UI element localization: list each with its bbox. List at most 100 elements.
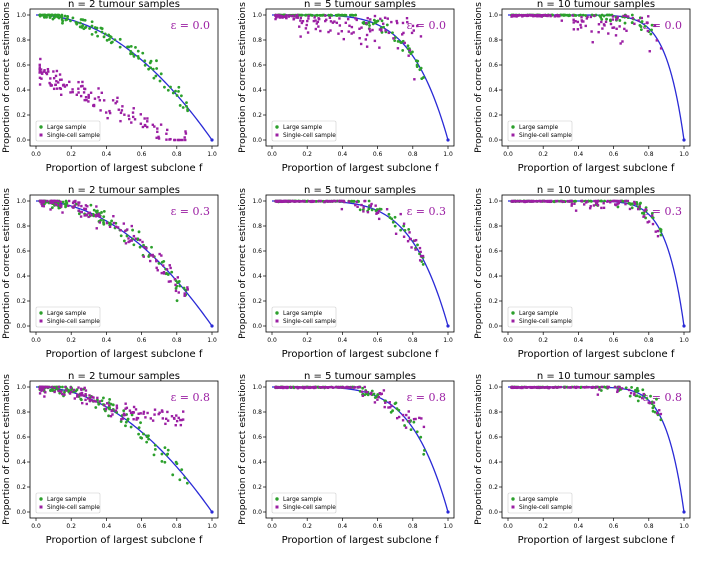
single-cell-point: [141, 240, 144, 244]
single-cell-point: [281, 200, 284, 203]
single-cell-point: [659, 412, 663, 416]
single-cell-point: [651, 214, 654, 217]
single-cell-point: [645, 21, 649, 24]
x-tick-label: 0.4: [338, 151, 348, 158]
single-cell-point: [78, 201, 81, 204]
single-cell-point: [316, 20, 320, 24]
single-cell-point: [334, 385, 338, 389]
single-cell-point: [159, 123, 163, 126]
single-cell-point: [646, 221, 649, 224]
large-sample-point: [108, 221, 112, 225]
single-cell-point: [96, 214, 100, 217]
large-sample-point: [110, 40, 114, 44]
single-cell-point: [105, 221, 109, 225]
single-cell-point: [92, 399, 95, 403]
large-sample-point: [137, 432, 140, 436]
single-cell-point: [548, 13, 552, 17]
panel-3-1: 0.0 0.2 0.4 0.6 0.8 1.0 0.0 0.2 0.4 0.6 0.8 1.0 n = …: [1, 371, 219, 546]
y-axis-label: Proportion of correct estimations: [1, 188, 12, 339]
large-sample-point: [391, 31, 394, 35]
single-cell-point: [378, 391, 381, 395]
legend-large-marker: [511, 311, 515, 315]
large-sample-point: [300, 13, 304, 17]
single-cell-point: [647, 401, 650, 404]
single-cell-point: [408, 231, 411, 234]
single-cell-point: [121, 105, 124, 108]
panel-title: n = 5 tumour samples: [304, 185, 416, 196]
single-cell-point: [297, 386, 300, 389]
y-tick-label: 0.6: [16, 248, 26, 255]
legend-single-marker: [511, 319, 515, 323]
single-cell-point: [120, 418, 123, 421]
large-sample-point: [118, 37, 122, 41]
large-sample-point: [630, 21, 634, 25]
single-cell-point: [100, 91, 103, 94]
large-sample-point: [102, 35, 106, 39]
single-cell-point: [53, 386, 56, 390]
single-cell-point: [122, 414, 125, 417]
x-axis-label: Proportion of largest subclone f: [282, 535, 439, 546]
single-cell-point: [552, 386, 555, 389]
single-cell-point: [49, 77, 52, 80]
single-cell-point: [183, 136, 186, 139]
single-cell-point: [179, 418, 182, 422]
single-cell-point: [112, 221, 116, 225]
large-sample-point: [567, 14, 571, 18]
y-tick-label: 0.8: [488, 223, 498, 230]
single-cell-point: [114, 102, 117, 105]
single-cell-point: [530, 14, 533, 17]
single-cell-point: [322, 386, 325, 389]
single-cell-point: [40, 200, 44, 204]
single-cell-point: [60, 93, 63, 96]
theory-curve: [35, 14, 213, 141]
y-tick-label: 0.6: [488, 434, 498, 441]
large-sample-point: [63, 14, 67, 18]
large-sample-point: [182, 286, 186, 290]
x-axis-label: Proportion of largest subclone f: [518, 535, 675, 546]
epsilon-label: ε = 0.0: [643, 19, 682, 32]
large-sample-point: [153, 447, 157, 451]
large-sample-point: [185, 104, 188, 108]
large-sample-point: [373, 21, 377, 25]
large-sample-point: [658, 227, 662, 231]
single-cell-point: [614, 34, 618, 37]
x-tick-label: 0.6: [373, 151, 383, 158]
large-sample-point: [166, 88, 170, 92]
legend-large-label: Large sample: [519, 497, 559, 503]
single-cell-point: [420, 417, 423, 420]
large-sample-point: [132, 243, 136, 247]
single-cell-point: [414, 417, 417, 421]
large-sample-point: [603, 385, 606, 389]
single-cell-point: [146, 120, 149, 123]
single-cell-point: [514, 200, 517, 203]
single-cell-point: [43, 395, 46, 398]
single-cell-point: [606, 200, 609, 203]
large-sample-point: [334, 13, 338, 17]
large-sample-point: [102, 219, 105, 222]
axes-frame: [29, 194, 219, 333]
legend-large-marker: [39, 311, 43, 315]
single-cell-point: [69, 386, 72, 389]
axes-frame: [265, 380, 455, 519]
single-cell-point: [174, 283, 177, 287]
single-cell-point: [416, 24, 419, 28]
single-cell-point: [327, 30, 330, 34]
single-cell-point: [530, 200, 534, 203]
single-cell-point: [149, 417, 152, 420]
single-cell-point: [292, 18, 295, 21]
single-cell-point: [92, 396, 95, 399]
large-sample-point: [372, 18, 376, 22]
single-cell-point: [646, 29, 650, 33]
single-cell-point: [344, 21, 347, 25]
single-cell-point: [174, 289, 178, 293]
y-tick-label: 0.0: [488, 323, 498, 330]
single-cell-point: [631, 16, 634, 20]
single-cell-point: [535, 14, 538, 17]
single-cell-point: [294, 385, 297, 389]
single-cell-point: [402, 31, 405, 35]
single-cell-point: [55, 80, 58, 83]
single-cell-point: [572, 28, 576, 31]
single-cell-point: [39, 57, 42, 61]
single-cell-point: [537, 199, 541, 203]
single-cell-point: [128, 117, 131, 121]
